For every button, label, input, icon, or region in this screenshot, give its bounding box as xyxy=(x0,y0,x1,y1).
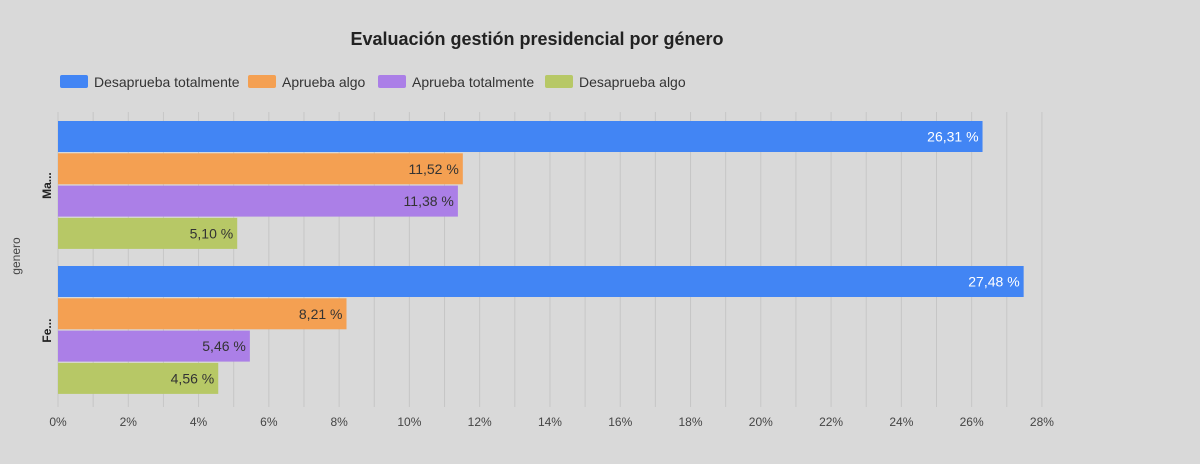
x-axis-ticks: 0% 2% 4% 6% 8% 10% 12% 14% 16% 18% 20% 22% 24% 26% 28% xyxy=(49,415,1054,429)
x-tick-label: 14% xyxy=(538,415,562,429)
x-tick-label: 2% xyxy=(120,415,138,429)
bars: 26,31 % 11,52 % 11,38 % 5,10 % 27,48 % 8,21 %… xyxy=(58,121,1024,394)
category-label: Fe... xyxy=(40,319,54,343)
chart-title: Evaluación gestión presidencial por géne… xyxy=(350,29,723,49)
legend-entry: Desaprueba totalmente xyxy=(94,74,240,90)
legend-entry: Desaprueba algo xyxy=(579,74,686,90)
legend-swatch xyxy=(248,75,276,88)
x-tick-label: 10% xyxy=(397,415,421,429)
x-tick-label: 20% xyxy=(749,415,773,429)
legend-entry: Aprueba totalmente xyxy=(412,74,534,90)
x-tick-label: 4% xyxy=(190,415,208,429)
data-label: 8,21 % xyxy=(299,306,343,322)
legend-swatch xyxy=(545,75,573,88)
x-tick-label: 8% xyxy=(330,415,348,429)
data-label: 26,31 % xyxy=(927,129,978,145)
bar xyxy=(58,185,458,217)
bar xyxy=(58,121,983,152)
bar xyxy=(58,153,463,185)
legend: Desaprueba totalmente Aprueba algo Aprueba… xyxy=(60,74,686,90)
category-labels: Ma... Fe... xyxy=(40,172,54,342)
x-tick-label: 16% xyxy=(608,415,632,429)
x-tick-label: 12% xyxy=(468,415,492,429)
data-label: 27,48 % xyxy=(968,274,1019,290)
bar xyxy=(58,298,347,330)
legend-swatch xyxy=(378,75,406,88)
data-label: 11,52 % xyxy=(408,161,458,177)
bar xyxy=(58,330,250,362)
bar xyxy=(58,362,219,394)
legend-entry: Aprueba algo xyxy=(282,74,366,90)
x-tick-label: 18% xyxy=(679,415,703,429)
y-axis-label: genero xyxy=(9,237,23,275)
data-label: 4,56 % xyxy=(171,370,215,386)
data-label: 11,38 % xyxy=(404,193,454,209)
x-tick-label: 6% xyxy=(260,415,278,429)
legend-swatch xyxy=(60,75,88,88)
bar xyxy=(58,266,1024,297)
category-label: Ma... xyxy=(40,172,54,199)
x-tick-label: 28% xyxy=(1030,415,1054,429)
x-tick-label: 26% xyxy=(960,415,984,429)
bar xyxy=(58,217,238,249)
data-label: 5,10 % xyxy=(190,225,234,241)
x-tick-label: 24% xyxy=(889,415,913,429)
x-tick-label: 22% xyxy=(819,415,843,429)
x-tick-label: 0% xyxy=(49,415,67,429)
data-label: 5,46 % xyxy=(202,338,246,354)
